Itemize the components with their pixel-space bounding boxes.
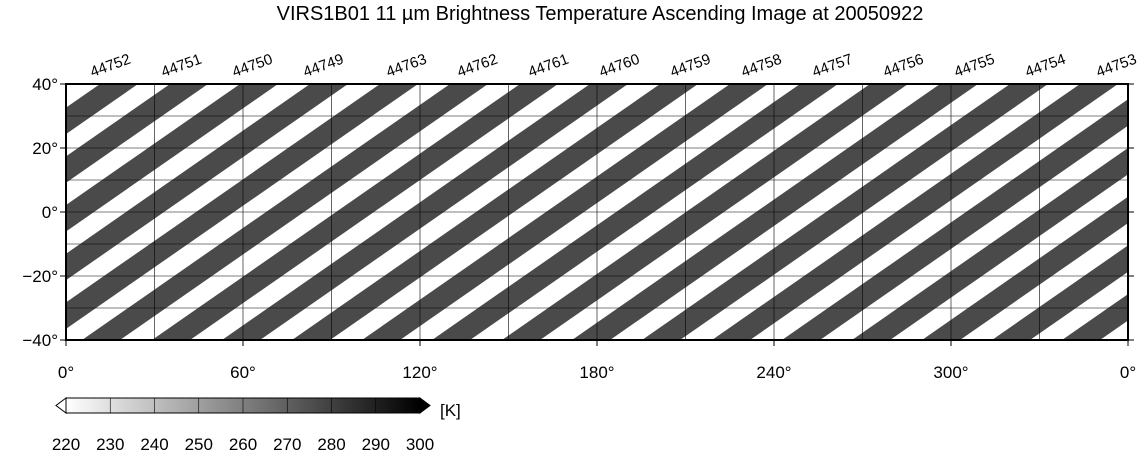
colorbar-label: 280 xyxy=(317,435,345,453)
colorbar-unit: [K] xyxy=(440,401,461,420)
swath-gap xyxy=(66,84,380,303)
orbit-label: 44762 xyxy=(455,51,500,81)
swath-gap xyxy=(1030,271,1128,340)
orbit-label: 44751 xyxy=(159,51,204,81)
lon-label: 0° xyxy=(1120,363,1136,382)
lat-label: 20° xyxy=(32,139,58,158)
swath-gap xyxy=(66,84,310,254)
lon-label: 0° xyxy=(58,363,74,382)
colorbar-label: 300 xyxy=(406,435,434,453)
lon-label: 60° xyxy=(230,363,256,382)
orbit-label: 44753 xyxy=(1094,51,1139,81)
swath-gap xyxy=(890,174,1128,340)
orbit-label: 44757 xyxy=(810,51,855,81)
colorbar-label: 220 xyxy=(52,435,80,453)
lat-label: 0° xyxy=(42,203,58,222)
swath-gap xyxy=(66,84,240,206)
orbit-label: 44754 xyxy=(1023,51,1068,81)
lat-label: −20° xyxy=(22,267,58,286)
orbit-label: 44761 xyxy=(526,51,571,81)
orbit-label: 44752 xyxy=(88,51,133,81)
lon-label: 180° xyxy=(579,363,614,382)
colorbar-high-arrow xyxy=(419,397,431,414)
orbit-label: 44760 xyxy=(597,51,642,81)
colorbar-label: 250 xyxy=(185,435,213,453)
orbit-label: 44763 xyxy=(384,51,429,81)
swath-gap xyxy=(66,84,170,157)
lon-label: 240° xyxy=(756,363,791,382)
lon-label: 120° xyxy=(402,363,437,382)
colorbar-label: 270 xyxy=(273,435,301,453)
orbit-label: 44756 xyxy=(881,51,926,81)
title: VIRS1B01 11 µm Brightness Temperature As… xyxy=(277,3,924,25)
orbit-label: 44749 xyxy=(301,51,346,81)
swath-image xyxy=(66,84,1128,340)
colorbar-low-arrow xyxy=(55,397,67,414)
colorbar-label: 290 xyxy=(362,435,390,453)
swath-gap xyxy=(1100,320,1128,340)
lon-label: 300° xyxy=(933,363,968,382)
swath-gap xyxy=(66,84,100,108)
swath-gap xyxy=(820,125,1128,340)
lat-label: −40° xyxy=(22,331,58,350)
orbit-label: 44759 xyxy=(668,51,713,81)
orbit-label: 44758 xyxy=(739,51,784,81)
orbit-label: 44755 xyxy=(952,51,997,81)
swath-gap xyxy=(960,223,1128,340)
colorbar-label: 260 xyxy=(229,435,257,453)
orbit-label: 44750 xyxy=(230,51,275,81)
colorbar-label: 230 xyxy=(96,435,124,453)
colorbar-label: 240 xyxy=(140,435,168,453)
lat-label: 40° xyxy=(32,75,58,94)
